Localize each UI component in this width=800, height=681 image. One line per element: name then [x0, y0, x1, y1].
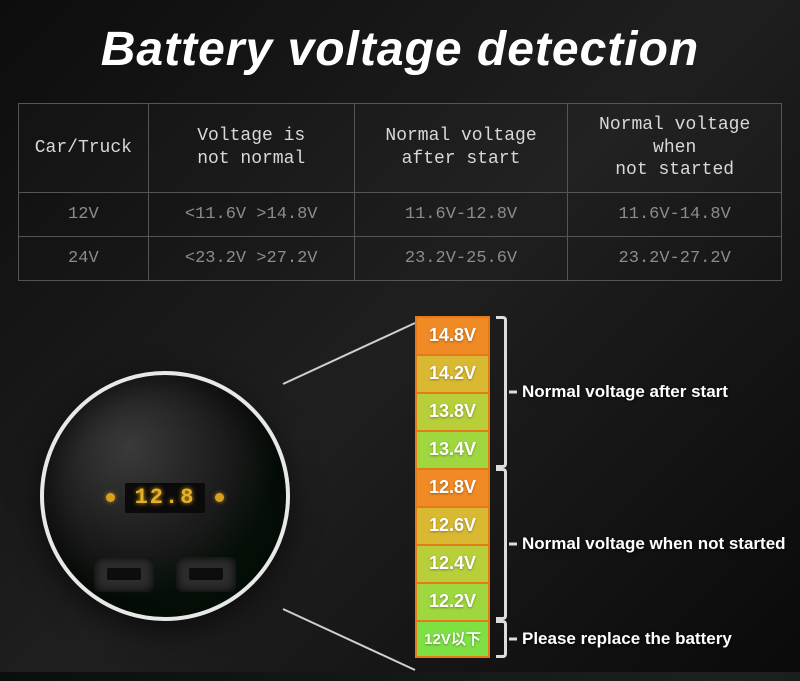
voltage-color-bar: 14.8V14.2V13.8V13.4V12.8V12.6V12.4V12.2V…	[415, 316, 490, 658]
cell: <23.2V >27.2V	[148, 236, 354, 280]
range-bracket-group: Normal voltage when not started	[492, 468, 786, 620]
cell: 11.6V-12.8V	[354, 192, 568, 236]
range-label: Normal voltage when not started	[510, 534, 786, 554]
cell: 23.2V-27.2V	[568, 236, 782, 280]
color-bar-cell: 14.2V	[415, 354, 490, 392]
color-bar-cell: 12.2V	[415, 582, 490, 620]
color-bar-cell: 12V以下	[415, 620, 490, 658]
device-magnifier: 12.8	[40, 371, 290, 621]
table-row: 12V <11.6V >14.8V 11.6V-12.8V 11.6V-14.8…	[19, 192, 782, 236]
color-bar-cell: 13.4V	[415, 430, 490, 468]
voltage-table: Car/Truck Voltage isnot normal Normal vo…	[18, 103, 782, 281]
led-display: 12.8	[125, 483, 205, 513]
color-bar-cell: 14.8V	[415, 316, 490, 354]
range-label: Please replace the battery	[510, 629, 732, 649]
usb-port-icon	[94, 557, 154, 592]
zoom-cone-lines	[275, 319, 420, 674]
device-body: 12.8	[40, 371, 290, 621]
table-row: 24V <23.2V >27.2V 23.2V-25.6V 23.2V-27.2…	[19, 236, 782, 280]
cell: <11.6V >14.8V	[148, 192, 354, 236]
range-bracket-group: Please replace the battery	[492, 620, 732, 658]
page-title: Battery voltage detection	[0, 0, 800, 95]
indicator-dot-icon	[106, 493, 115, 502]
th-voltage-not: Normal voltage whennot started	[568, 104, 782, 193]
usb-port-icon	[176, 557, 236, 592]
infographic-area: 12.8 14.8V14.2V13.8V13.4V12.8V12.6V12.4V…	[0, 301, 800, 681]
indicator-dot-icon	[215, 493, 224, 502]
table-header-row: Car/Truck Voltage isnot normal Normal vo…	[19, 104, 782, 193]
range-label: Normal voltage after start	[510, 382, 728, 402]
th-car-truck: Car/Truck	[19, 104, 149, 193]
color-bar-cell: 12.4V	[415, 544, 490, 582]
th-voltage-abnormal: Voltage isnot normal	[148, 104, 354, 193]
range-bracket-group: Normal voltage after start	[492, 316, 728, 468]
cell: 12V	[19, 192, 149, 236]
title-text: Battery voltage detection	[0, 22, 800, 77]
color-bar-cell: 13.8V	[415, 392, 490, 430]
bracket-icon	[492, 316, 510, 468]
cell: 11.6V-14.8V	[568, 192, 782, 236]
bracket-icon	[492, 468, 510, 620]
color-bar-cell: 12.6V	[415, 506, 490, 544]
cell: 24V	[19, 236, 149, 280]
color-bar-cell: 12.8V	[415, 468, 490, 506]
cell: 23.2V-25.6V	[354, 236, 568, 280]
bracket-icon	[492, 620, 510, 658]
th-voltage-after: Normal voltageafter start	[354, 104, 568, 193]
